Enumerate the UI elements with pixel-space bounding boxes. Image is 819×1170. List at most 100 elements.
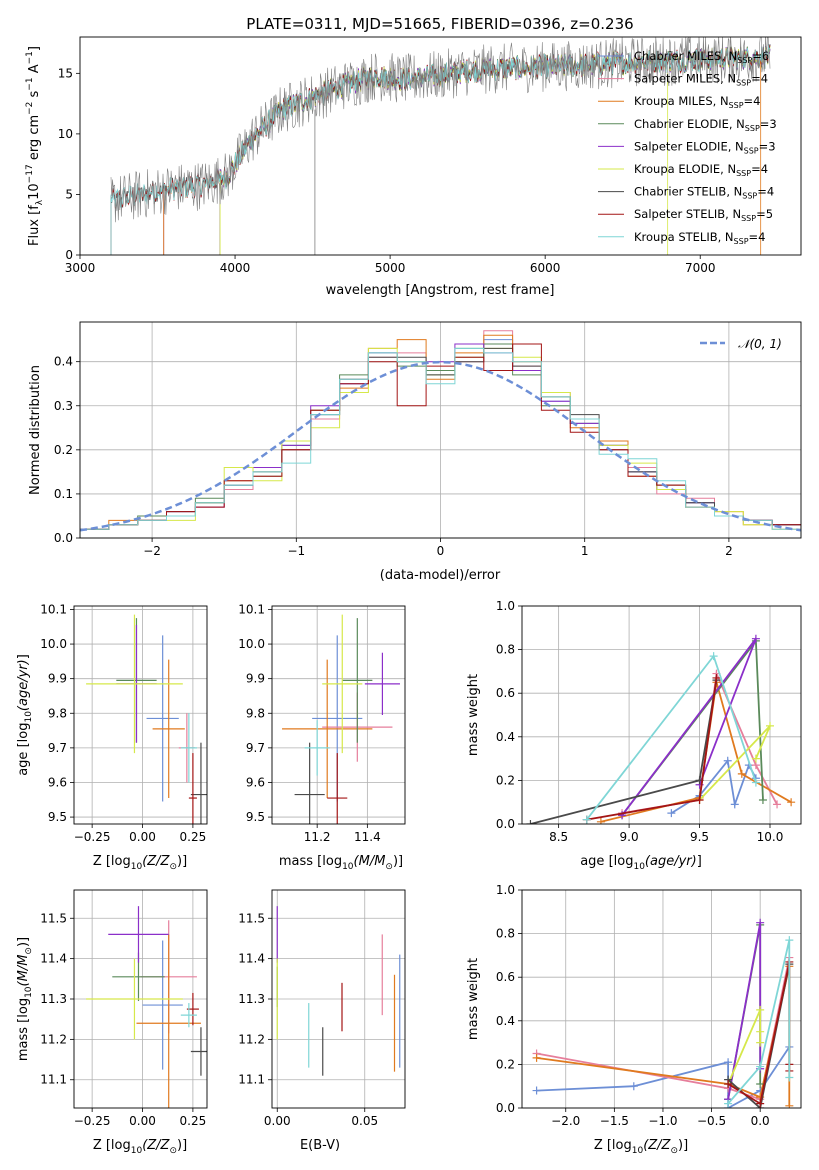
legend-label-salpeter-miles: Salpeter MILES, NSSP=4 xyxy=(634,72,768,88)
plot-area xyxy=(282,614,400,824)
weight-marker-salpeter-stelib xyxy=(712,673,721,682)
weight-marker-chabrier-miles xyxy=(724,1058,733,1067)
legend-label-chabrier-stelib: Chabrier STELIB, NSSP=4 xyxy=(634,185,774,201)
weight-marker-kroupa-elodie xyxy=(756,1038,765,1047)
x-tick-label: 11.2 xyxy=(304,830,331,844)
weight-line-kroupa-stelib xyxy=(727,939,791,1105)
legend-label-kroupa-elodie: Kroupa ELODIE, NSSP=4 xyxy=(634,162,768,178)
y-tick-label: 9.5 xyxy=(48,810,67,824)
x-tick-label: −0.25 xyxy=(74,1114,111,1128)
weight-marker-salpeter-stelib xyxy=(724,1080,733,1089)
axes-frame xyxy=(521,889,802,1109)
weight-line-chabrier-miles xyxy=(670,758,757,814)
x-tick-label: 4000 xyxy=(220,261,251,275)
y-tick-label: 11.1 xyxy=(238,1073,265,1087)
x-tick-label: 1 xyxy=(581,544,589,558)
weight-marker-kroupa-miles xyxy=(596,817,605,824)
weight-line-kroupa-elodie xyxy=(727,1009,762,1085)
y-tick-label: 1.0 xyxy=(496,883,515,897)
mass-vs-metallicity-panel: −0.25 0.00 0.25 11.1 11.2 11.3 11.4 11.5 xyxy=(40,889,208,1128)
mZ-xlabel: Z [log10(Z/Z⊙)] xyxy=(93,1138,187,1156)
x-tick-label: 6000 xyxy=(530,261,561,275)
weight-marker-salpeter-stelib xyxy=(756,1099,765,1108)
legend-label-kroupa-miles: Kroupa MILES, NSSP=4 xyxy=(634,94,760,110)
weight-marker-chabrier-miles xyxy=(667,809,676,818)
weight-marker-chabrier-elodie xyxy=(756,1080,765,1089)
x-tick-label: 0.25 xyxy=(180,830,207,844)
x-tick-label: 5000 xyxy=(375,261,406,275)
x-tick-label: −1.0 xyxy=(648,1114,677,1128)
spectrum-ylabel: Flux [fλ10−17 erg cm−2 s−1 A−1] xyxy=(25,46,45,246)
spectrum-legend: Chabrier MILES, NSSP=6 Salpeter MILES, NS… xyxy=(598,49,777,246)
x-tick-label: −0.25 xyxy=(74,830,111,844)
histogram-legend-label: 𝒩(0, 1) xyxy=(738,337,782,351)
age-vs-metallicity-panel: −0.25 0.00 0.25 9.5 9.6 9.7 9.8 9.9 10.0 10.1 xyxy=(40,602,208,844)
mwZ-ylabel: mass weight xyxy=(466,958,481,1040)
ageZ-xlabel: Z [log10(Z/Z⊙)] xyxy=(93,854,187,872)
x-tick-label: 0.00 xyxy=(264,1114,291,1128)
y-tick-label: 9.9 xyxy=(48,672,67,686)
y-tick-label: 0.3 xyxy=(54,399,73,413)
weight-marker-kroupa-stelib xyxy=(709,652,718,661)
mwAge-ylabel: mass weight xyxy=(466,674,481,756)
weight-marker-salpeter-elodie xyxy=(751,634,760,643)
axes-frame xyxy=(79,321,802,539)
y-tick-label: 11.5 xyxy=(238,911,265,925)
y-tick-label: 5 xyxy=(65,187,73,201)
y-tick-label: 0.4 xyxy=(496,1014,515,1028)
axes-frame xyxy=(73,605,208,825)
axes-frame xyxy=(79,36,802,256)
x-tick-label: −2.0 xyxy=(551,1114,580,1128)
mass-vs-extinction-panel: 0.00 0.05 11.1 11.2 11.3 11.4 11.5 xyxy=(238,889,406,1128)
weight-marker-kroupa-elodie xyxy=(751,754,760,763)
y-tick-label: 11.5 xyxy=(40,911,67,925)
x-tick-label: 0.05 xyxy=(351,1114,378,1128)
y-tick-label: 10.1 xyxy=(238,602,265,616)
y-tick-label: 11.2 xyxy=(238,1032,265,1046)
y-tick-label: 9.6 xyxy=(48,775,67,789)
mwAge-xlabel: age [log10(age/yr)] xyxy=(580,854,702,872)
x-tick-label: 3000 xyxy=(65,261,96,275)
plot-area xyxy=(526,634,796,824)
y-tick-label: 0.0 xyxy=(54,531,73,545)
weight-marker-kroupa-miles xyxy=(785,1101,794,1108)
histogram-ylabel: Normed distribution xyxy=(28,365,43,495)
y-tick-label: 1.0 xyxy=(496,599,515,613)
x-tick-label: 0.00 xyxy=(129,1114,156,1128)
x-tick-label: 0.00 xyxy=(129,830,156,844)
weight-line-chabrier-stelib xyxy=(727,963,791,1108)
y-tick-label: 10.1 xyxy=(40,602,67,616)
y-tick-label: 11.3 xyxy=(238,992,265,1006)
y-tick-label: 11.1 xyxy=(40,1073,67,1087)
weight-marker-kroupa-stelib xyxy=(582,815,591,824)
y-tick-label: 11.3 xyxy=(40,992,67,1006)
legend-label-chabrier-miles: Chabrier MILES, NSSP=6 xyxy=(634,49,769,65)
plot-area xyxy=(276,906,401,1076)
x-tick-label: −1.5 xyxy=(600,1114,629,1128)
histogram-kroupa-stelib xyxy=(80,347,801,538)
weight-marker-kroupa-stelib xyxy=(724,1099,733,1108)
ageM-xlabel: mass [log10(M/M⊙)] xyxy=(279,854,403,872)
y-tick-label: 0.8 xyxy=(496,643,515,657)
y-tick-label: 15 xyxy=(58,66,73,80)
spectrum-panel: 3000 4000 5000 6000 7000 0 5 10 15 xyxy=(58,36,802,275)
x-tick-label: −1 xyxy=(287,544,305,558)
y-tick-label: 9.7 xyxy=(246,741,265,755)
x-tick-label: 0.0 xyxy=(751,1114,770,1128)
y-tick-label: 11.2 xyxy=(40,1032,67,1046)
x-tick-label: 10.0 xyxy=(757,830,784,844)
ageZ-ylabel: age [log10(age/yr)] xyxy=(16,654,34,776)
axes-frame xyxy=(521,605,802,825)
x-tick-label: 9.0 xyxy=(620,830,639,844)
histogram-xlabel: (data-model)/error xyxy=(380,568,501,583)
plot-area xyxy=(532,918,794,1108)
model-spectrum-kroupa-stelib xyxy=(110,44,771,255)
legend-label-salpeter-elodie: Salpeter ELODIE, NSSP=3 xyxy=(634,139,776,155)
mE-xlabel: E(B-V) xyxy=(300,1138,340,1153)
weight-marker-kroupa-elodie xyxy=(766,721,774,730)
plot-area xyxy=(80,330,801,538)
y-tick-label: 10.0 xyxy=(40,637,67,651)
figure-title: PLATE=0311, MJD=51665, FIBERID=0396, z=0… xyxy=(246,15,633,33)
x-tick-label: 9.5 xyxy=(690,830,709,844)
residual-histogram-panel: −2 −1 0 1 2 0.0 0.1 0.2 0.3 0.4 xyxy=(54,321,802,558)
